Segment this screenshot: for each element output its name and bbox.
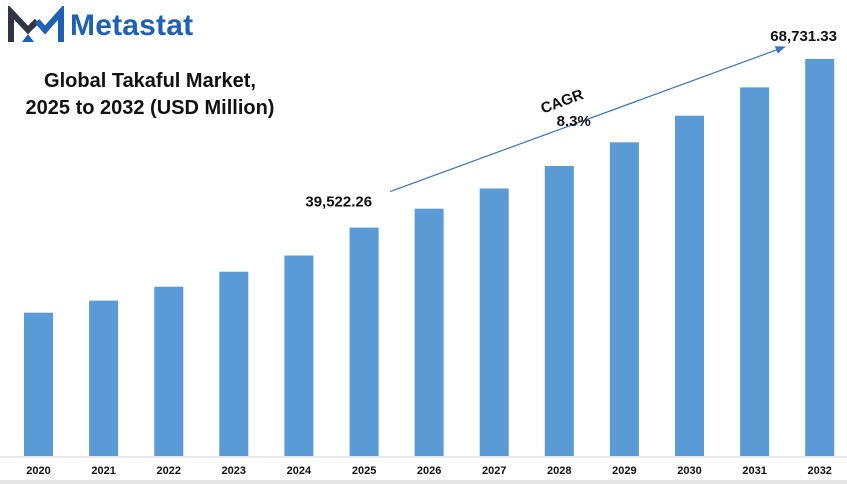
bar-2026 — [414, 208, 444, 456]
x-tick-label-2020: 2020 — [26, 465, 50, 477]
bottom-divider — [0, 480, 847, 484]
brand-logo: Metastat — [8, 4, 193, 48]
x-tick-label-2032: 2032 — [807, 465, 831, 477]
x-tick-label-2026: 2026 — [417, 465, 441, 477]
x-tick-label-2027: 2027 — [482, 465, 506, 477]
x-tick-label-2028: 2028 — [547, 465, 571, 477]
x-tick-label-2029: 2029 — [612, 465, 636, 477]
bar-2023 — [219, 271, 249, 456]
bar-2029 — [609, 142, 639, 457]
bar-2030 — [675, 115, 704, 456]
data-label-2025: 39,522.26 — [305, 194, 372, 211]
chart-title-line-1: Global Takaful Market, — [44, 70, 256, 92]
bar-2031 — [740, 87, 770, 457]
bar-2022 — [154, 286, 184, 456]
bar-2032 — [805, 58, 835, 457]
cagr-arrow — [389, 46, 786, 193]
x-tick-label-2030: 2030 — [677, 465, 701, 477]
data-label-2032: 68,731.33 — [770, 28, 837, 45]
x-tick-label-2025: 2025 — [352, 465, 376, 477]
x-tick-label-2023: 2023 — [222, 465, 246, 477]
bar-2020 — [24, 312, 53, 456]
bar-2021 — [89, 300, 119, 456]
x-tick-label-2021: 2021 — [91, 465, 115, 477]
metastat-logo-icon — [8, 6, 64, 42]
cagr-value: 8.3% — [557, 113, 591, 130]
brand-name: Metastat — [70, 9, 194, 42]
chart-title-line-2: 2025 to 2032 (USD Million) — [25, 97, 275, 119]
chart-title: Global Takaful Market, 2025 to 2032 (USD… — [0, 68, 300, 122]
bar-2028 — [544, 166, 574, 456]
bar-2024 — [284, 255, 314, 456]
bar-2027 — [479, 188, 509, 456]
x-tick-label-2031: 2031 — [742, 465, 766, 477]
x-tick-label-2022: 2022 — [157, 465, 181, 477]
x-tick-label-2024: 2024 — [287, 465, 312, 477]
bar-2025 — [349, 227, 379, 456]
